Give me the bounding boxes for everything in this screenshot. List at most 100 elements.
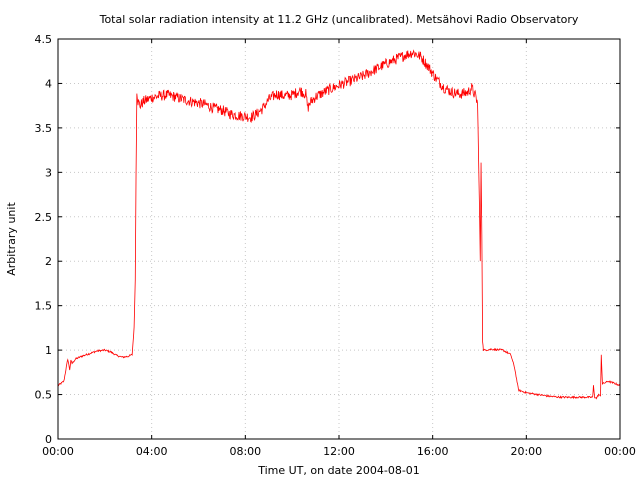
x-axis-label: Time UT, on date 2004-08-01 xyxy=(257,464,420,477)
data-point xyxy=(444,87,445,88)
data-point xyxy=(471,87,472,88)
data-point xyxy=(268,99,269,100)
data-point xyxy=(485,350,486,351)
data-point xyxy=(510,354,511,355)
data-point xyxy=(167,94,168,95)
data-point xyxy=(276,94,277,95)
y-tick-label: 4 xyxy=(45,77,52,90)
y-tick-label: 2 xyxy=(45,255,52,268)
data-point xyxy=(69,369,70,370)
x-tick-label: 00:00 xyxy=(42,445,74,458)
y-tick-label: 1.5 xyxy=(35,300,53,313)
data-point xyxy=(405,54,406,55)
data-point xyxy=(245,116,246,117)
data-point xyxy=(299,90,300,91)
data-point xyxy=(71,363,72,364)
data-point xyxy=(477,102,478,103)
data-point xyxy=(292,94,293,95)
data-point xyxy=(420,56,421,57)
data-point xyxy=(327,90,328,91)
data-point xyxy=(475,96,476,97)
data-point xyxy=(592,397,593,398)
data-point xyxy=(67,358,68,359)
data-point xyxy=(549,396,550,397)
data-point xyxy=(482,341,483,342)
data-point xyxy=(593,385,594,386)
x-tick-label: 00:00 xyxy=(604,445,636,458)
data-point xyxy=(198,102,199,103)
x-tick-label: 12:00 xyxy=(323,445,355,458)
data-point xyxy=(70,360,71,361)
data-point xyxy=(174,96,175,97)
y-axis-tick-labels: 0 0.5 1 1.5 2 2.5 3 3.5 4 4.5 xyxy=(35,33,53,446)
data-point xyxy=(584,397,585,398)
data-point xyxy=(467,92,468,93)
data-point xyxy=(518,390,519,391)
x-tick-label: 08:00 xyxy=(229,445,261,458)
data-point xyxy=(75,358,76,359)
data-point xyxy=(594,397,595,398)
axis-ticks xyxy=(57,38,621,440)
data-point xyxy=(229,113,230,114)
data-point xyxy=(262,108,263,109)
data-point xyxy=(600,396,601,397)
data-point xyxy=(479,207,480,208)
x-tick-label: 04:00 xyxy=(136,445,168,458)
data-point xyxy=(561,397,562,398)
data-point xyxy=(397,58,398,59)
plot-frame xyxy=(57,38,621,440)
data-point xyxy=(256,113,257,114)
data-point xyxy=(221,110,222,111)
data-point xyxy=(104,350,105,351)
y-tick-label: 2.5 xyxy=(35,211,53,224)
data-point xyxy=(284,95,285,96)
data-point xyxy=(134,327,135,328)
x-tick-label: 16:00 xyxy=(417,445,449,458)
y-tick-label: 3.5 xyxy=(35,122,53,135)
data-point xyxy=(526,392,527,393)
data-point xyxy=(413,52,414,53)
data-point xyxy=(573,397,574,398)
data-point xyxy=(374,70,375,71)
data-point xyxy=(608,381,609,382)
data-point xyxy=(135,172,136,173)
data-point xyxy=(63,381,64,382)
data-point xyxy=(596,398,597,399)
data-point xyxy=(483,350,484,351)
data-point xyxy=(350,80,351,81)
data-point xyxy=(436,78,437,79)
data-point xyxy=(602,383,603,384)
data-point xyxy=(428,67,429,68)
chart-title: Total solar radiation intensity at 11.2 … xyxy=(99,13,579,26)
y-tick-label: 3 xyxy=(45,166,52,179)
data-point xyxy=(480,163,481,164)
data-point xyxy=(362,76,363,77)
data-point xyxy=(309,102,310,103)
plot-series xyxy=(57,49,621,400)
data-point xyxy=(338,85,339,86)
data-point xyxy=(480,261,481,262)
data-point xyxy=(385,63,386,64)
data-point xyxy=(151,97,152,98)
data-point xyxy=(514,367,515,368)
data-point xyxy=(206,104,207,105)
data-point xyxy=(122,357,123,358)
y-tick-label: 0 xyxy=(45,433,52,446)
data-point xyxy=(136,89,137,90)
data-point xyxy=(143,101,144,102)
data-point xyxy=(214,108,215,109)
y-tick-label: 4.5 xyxy=(35,33,53,46)
y-tick-label: 0.5 xyxy=(35,389,53,402)
y-tick-label: 1 xyxy=(45,344,52,357)
data-point xyxy=(305,94,306,95)
series-line xyxy=(57,49,621,400)
data-point xyxy=(452,92,453,93)
data-point xyxy=(132,354,133,355)
grid xyxy=(58,39,620,439)
x-tick-label: 20:00 xyxy=(510,445,542,458)
data-point xyxy=(502,350,503,351)
data-point xyxy=(598,394,599,395)
data-point xyxy=(89,353,90,354)
data-point xyxy=(190,101,191,102)
